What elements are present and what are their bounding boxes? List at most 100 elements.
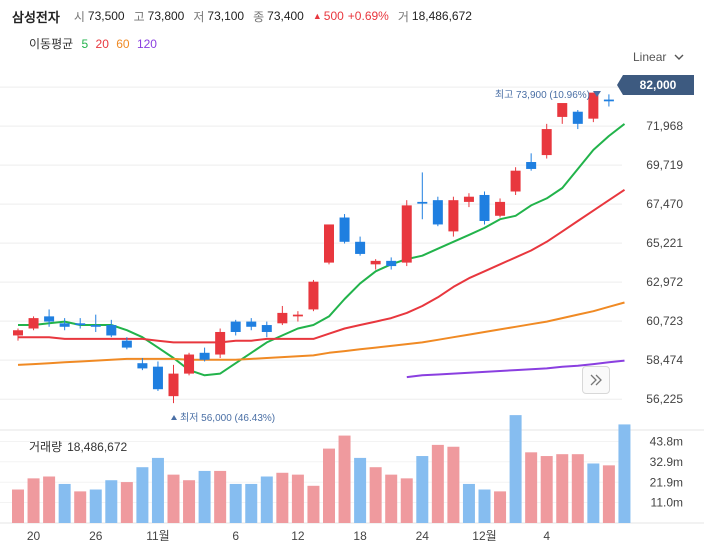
high-value: 73,800 bbox=[147, 9, 185, 23]
volume-bar bbox=[214, 470, 227, 523]
volume-bar bbox=[587, 463, 600, 523]
candle-body bbox=[401, 205, 412, 263]
volume-bar bbox=[338, 435, 351, 523]
volume-tick-label: 21.9m bbox=[650, 475, 683, 489]
candle-body bbox=[199, 352, 210, 360]
candle-body bbox=[603, 99, 614, 102]
volume-bar bbox=[229, 483, 242, 523]
candle-body bbox=[230, 321, 241, 332]
ma-20: 20 bbox=[95, 37, 109, 51]
volume-bar bbox=[400, 478, 413, 523]
candle-body bbox=[168, 373, 179, 397]
candle-body bbox=[588, 92, 599, 119]
candle-body bbox=[121, 340, 132, 348]
candle-body bbox=[106, 325, 117, 336]
price-badge bbox=[617, 75, 694, 95]
candle-body bbox=[292, 314, 303, 317]
volume-bar bbox=[307, 485, 320, 523]
volume-bar bbox=[602, 465, 615, 523]
chevron-down-icon bbox=[674, 51, 684, 63]
ma-120-line bbox=[406, 359, 625, 379]
candle-body bbox=[417, 201, 428, 204]
candle-body bbox=[448, 200, 459, 232]
candle-body bbox=[13, 330, 23, 336]
volume-bar bbox=[245, 483, 258, 523]
volume-bar bbox=[494, 491, 507, 523]
low-value: 73,100 bbox=[207, 9, 245, 23]
volume-tick-label: 43.8m bbox=[650, 435, 683, 449]
up-triangle-icon: ▲ bbox=[312, 11, 322, 21]
candle-body bbox=[386, 260, 397, 267]
open-label: 시 bbox=[73, 9, 85, 24]
volume-bar bbox=[12, 489, 24, 523]
candle-body bbox=[152, 366, 163, 390]
volume-bar bbox=[183, 480, 196, 523]
moving-average-legend[interactable]: 이동평균 5 20 60 120 bbox=[29, 35, 163, 52]
y-tick-label: 69,719 bbox=[646, 158, 683, 172]
candle-body bbox=[339, 217, 350, 242]
x-tick-label: 11월 bbox=[146, 529, 170, 543]
stock-header: 삼성전자 시 73,500 고 73,800 저 73,100 종 73,400 ▲ 50… bbox=[12, 6, 481, 26]
open-value: 73,500 bbox=[87, 9, 125, 23]
close-value: 73,400 bbox=[267, 9, 304, 23]
candle-body bbox=[526, 162, 537, 169]
candle-body bbox=[277, 312, 288, 324]
y-tick-label: 58,474 bbox=[646, 353, 683, 367]
volume-bar bbox=[120, 482, 133, 523]
x-tick-label: 4 bbox=[543, 529, 550, 543]
volume-bar bbox=[27, 478, 40, 523]
volume-bar bbox=[58, 483, 71, 523]
up-triangle-icon bbox=[171, 415, 177, 420]
candle-body bbox=[572, 111, 583, 124]
volume-bar bbox=[43, 476, 56, 523]
volume-bar bbox=[431, 444, 444, 523]
ma-20-line bbox=[18, 188, 626, 344]
double-chevron-right-icon[interactable] bbox=[582, 366, 610, 394]
volume-bar bbox=[89, 489, 102, 523]
candle-body bbox=[215, 331, 226, 355]
stock-name: 삼성전자 bbox=[12, 9, 60, 25]
candle-body bbox=[324, 224, 334, 263]
candle-body bbox=[246, 321, 257, 327]
candle-body bbox=[432, 200, 443, 225]
x-tick-label: 20 bbox=[27, 529, 41, 543]
candle-body bbox=[44, 316, 55, 322]
scale-selector[interactable]: Linear bbox=[633, 50, 684, 64]
low-label: 저 bbox=[193, 9, 205, 24]
candle-body bbox=[495, 201, 506, 216]
volume-bar bbox=[369, 467, 382, 523]
volume-bar bbox=[354, 457, 367, 523]
volume-bar bbox=[167, 474, 180, 523]
volume-bar bbox=[478, 489, 491, 523]
scale-selector-value: Linear bbox=[633, 50, 667, 64]
high-annotation: 최고 73,900 (10.96%) bbox=[495, 89, 590, 101]
y-tick-label: 56,225 bbox=[646, 392, 683, 406]
x-tick-label: 12월 bbox=[472, 529, 496, 543]
volume-bar bbox=[198, 470, 211, 523]
x-tick-label: 18 bbox=[353, 529, 367, 543]
volume-bar bbox=[136, 467, 149, 523]
volume-bar bbox=[540, 456, 553, 523]
candle-body bbox=[75, 323, 86, 326]
y-tick-label: 60,723 bbox=[646, 314, 683, 328]
volume-bar bbox=[509, 415, 522, 523]
x-tick-label: 26 bbox=[89, 529, 103, 543]
candle-body bbox=[541, 129, 552, 156]
candle-body bbox=[463, 196, 474, 202]
down-triangle-icon bbox=[593, 91, 601, 97]
candle-body bbox=[184, 354, 195, 374]
volume-label: 거 bbox=[397, 9, 409, 24]
x-tick-label: 12 bbox=[291, 529, 305, 543]
change-value: 500 bbox=[323, 9, 344, 23]
volume-bar bbox=[105, 480, 118, 523]
volume-bar bbox=[260, 476, 273, 523]
candle-body bbox=[137, 363, 148, 369]
volume-tick-label: 32.9m bbox=[650, 455, 683, 469]
close-label: 종 bbox=[253, 9, 265, 24]
volume-bar bbox=[416, 456, 429, 523]
y-tick-label: 67,470 bbox=[646, 197, 683, 211]
volume-bar bbox=[571, 454, 584, 523]
candle-body bbox=[510, 170, 521, 192]
ma-60: 60 bbox=[116, 37, 130, 51]
